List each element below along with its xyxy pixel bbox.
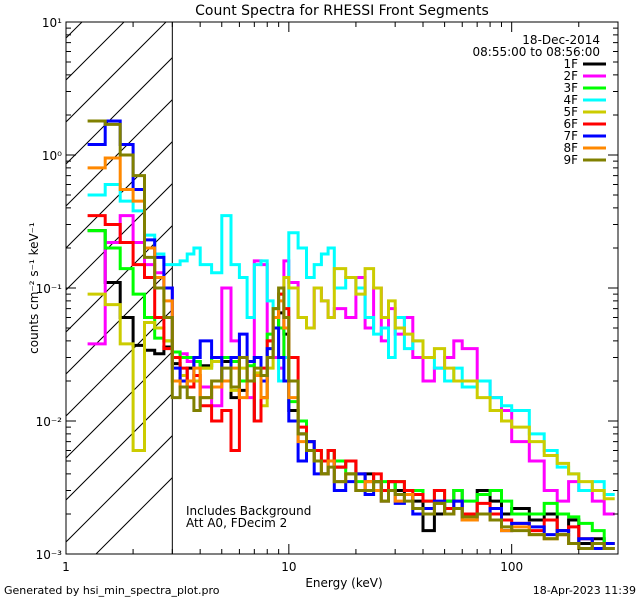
annotation-background: Includes Background — [186, 504, 311, 518]
series-4F — [87, 183, 615, 496]
footer-timestamp: 18-Apr-2023 11:39 — [533, 584, 636, 597]
axis-ticks — [65, 21, 619, 555]
y-axis-label: counts cm⁻² s⁻¹ keV⁻¹ — [27, 222, 41, 354]
footer-generator: Generated by hsi_min_spectra_plot.pro — [4, 584, 220, 597]
x-tick-label: 10 — [281, 560, 296, 574]
annotation-attenuator: Att A0, FDecim 2 — [186, 516, 287, 530]
series-9F — [87, 119, 615, 550]
y-tick-label: 10⁻¹ — [36, 282, 63, 296]
chart-title: Count Spectra for RHESSI Front Segments — [195, 3, 489, 19]
x-tick-label: 1 — [62, 560, 70, 574]
y-tick-label: 10⁻² — [36, 415, 63, 429]
legend-label-9F: 9F — [563, 153, 578, 167]
legend-label-1F: 1F — [563, 57, 578, 71]
legend-label-6F: 6F — [563, 117, 578, 131]
legend-label-5F: 5F — [563, 105, 578, 119]
y-tick-label: 10⁰ — [42, 149, 62, 163]
y-tick-label: 10¹ — [42, 16, 62, 30]
observation-date: 18-Dec-2014 — [522, 33, 600, 47]
legend-label-4F: 4F — [563, 93, 578, 107]
x-tick-label: 100 — [500, 560, 523, 574]
legend-label-8F: 8F — [563, 141, 578, 155]
x-axis-label: Energy (keV) — [305, 576, 382, 590]
legend-label-2F: 2F — [563, 69, 578, 83]
observation-time-range: 08:55:00 to 08:56:00 — [473, 45, 600, 59]
legend-label-7F: 7F — [563, 129, 578, 143]
y-tick-label: 10⁻³ — [36, 548, 63, 562]
legend-label-3F: 3F — [563, 81, 578, 95]
